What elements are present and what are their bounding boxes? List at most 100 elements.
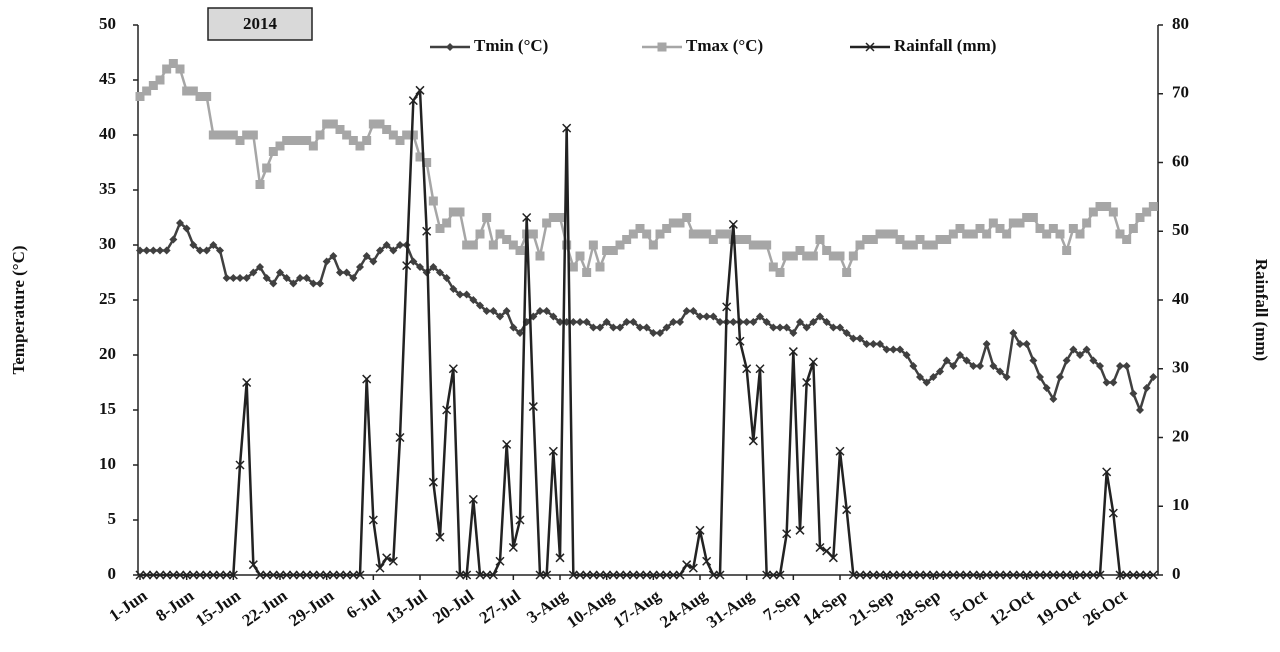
tmax-marker: [355, 141, 365, 151]
tmin-marker: [896, 345, 904, 354]
rain-marker: [875, 570, 885, 580]
tmin-marker: [229, 274, 238, 282]
rain-marker: [1088, 570, 1098, 580]
tmin-marker: [616, 323, 624, 332]
tmin-marker: [876, 340, 884, 348]
rain-marker: [595, 570, 605, 580]
rain-marker: [1002, 570, 1012, 580]
tmax-marker: [1015, 218, 1025, 228]
tmin-marker: [1042, 384, 1051, 392]
rain-marker: [422, 226, 432, 236]
rain-marker: [722, 302, 732, 312]
rain-marker: [475, 570, 485, 580]
rain-marker: [735, 336, 745, 346]
x-tick-label: 5-Oct: [946, 586, 990, 625]
rain-marker: [922, 570, 932, 580]
x-tick-label: 29-Jun: [285, 586, 337, 631]
tmax-marker: [195, 92, 205, 101]
tmin-marker: [242, 274, 251, 282]
rain-marker: [1068, 570, 1078, 580]
rain-marker: [615, 570, 625, 580]
tmax-marker: [308, 141, 318, 151]
tmax-marker: [1075, 229, 1085, 239]
tmin-marker: [949, 362, 958, 370]
rain-marker: [1148, 570, 1158, 580]
tmin-marker: [809, 318, 818, 326]
rain-marker: [808, 357, 818, 367]
tmin-marker: [1102, 378, 1111, 387]
rain-marker: [648, 570, 658, 580]
tmax-marker: [655, 229, 665, 239]
x-tick-label: 31-Aug: [703, 586, 758, 632]
y-tick-label: 25: [99, 289, 116, 308]
tmax-marker: [1108, 207, 1118, 217]
tmin-marker: [729, 318, 738, 326]
tmin-marker: [709, 312, 718, 321]
tmax-marker: [1148, 202, 1158, 211]
tmax-marker: [168, 59, 178, 68]
tmax-marker: [775, 268, 785, 277]
rain-marker: [575, 570, 585, 580]
tmin-marker: [1029, 356, 1038, 365]
tmax-marker: [695, 229, 705, 239]
y-tick-label: 10: [99, 454, 116, 473]
x-tick-label: 26-Oct: [1079, 586, 1130, 630]
rain-marker: [395, 432, 405, 443]
tmin-marker: [636, 323, 644, 332]
annotation: 2014: [243, 14, 278, 33]
tmax-marker: [455, 207, 465, 217]
rain-marker: [435, 532, 445, 542]
tmax-marker: [255, 180, 265, 189]
rain-marker: [748, 436, 758, 446]
tmin-marker: [769, 323, 778, 332]
rain-marker: [622, 570, 632, 580]
tmax-marker: [642, 229, 652, 239]
rain-marker: [742, 364, 752, 374]
tmin-marker: [629, 318, 638, 326]
rain-marker: [208, 570, 218, 580]
tmax-marker: [935, 235, 945, 244]
tmin-marker: [602, 318, 611, 326]
tmin-marker: [969, 362, 978, 370]
x-tick-label: 8-Jun: [152, 586, 197, 626]
y2-axis-label: Rainfall (mm): [1252, 259, 1271, 361]
tmin-marker: [329, 252, 338, 260]
rain-marker: [562, 123, 572, 133]
tmax-marker: [215, 130, 225, 140]
rain-marker: [255, 570, 265, 580]
rain-marker: [362, 374, 372, 384]
tmax-marker: [282, 136, 292, 145]
tmax-marker: [1082, 218, 1092, 228]
tmax-marker: [188, 86, 198, 96]
tmin-marker: [256, 263, 264, 271]
rain-marker: [1115, 570, 1125, 580]
tmin-marker: [1142, 384, 1151, 392]
tmax-marker: [828, 251, 838, 261]
y-tick-label: 40: [99, 124, 116, 143]
tmax-marker: [155, 75, 165, 85]
tmax-marker: [668, 218, 678, 228]
x-tick-label: 28-Sep: [893, 586, 944, 630]
series-line: [140, 221, 1155, 412]
rain-marker: [802, 377, 812, 388]
tmax-marker: [142, 86, 152, 96]
x-tick-label: 12-Oct: [986, 586, 1037, 630]
rain-marker: [455, 570, 465, 580]
y-tick-label: 35: [99, 179, 116, 198]
tmax-marker: [662, 224, 672, 233]
rain-marker: [1142, 570, 1152, 580]
tmin-marker: [336, 268, 344, 277]
tmax-marker: [1002, 229, 1012, 239]
tmin-marker: [776, 323, 784, 332]
tmax-marker: [448, 207, 458, 217]
tmax-marker: [882, 229, 892, 239]
tmax-marker: [428, 196, 438, 206]
tmin-marker: [622, 318, 631, 326]
tmax-marker: [768, 262, 778, 272]
tmax-marker: [1068, 224, 1078, 233]
tmin-marker: [142, 246, 151, 255]
tmax-marker: [922, 240, 932, 250]
tmax-marker: [575, 251, 585, 261]
rain-marker: [888, 570, 898, 580]
rain-marker: [528, 402, 538, 412]
